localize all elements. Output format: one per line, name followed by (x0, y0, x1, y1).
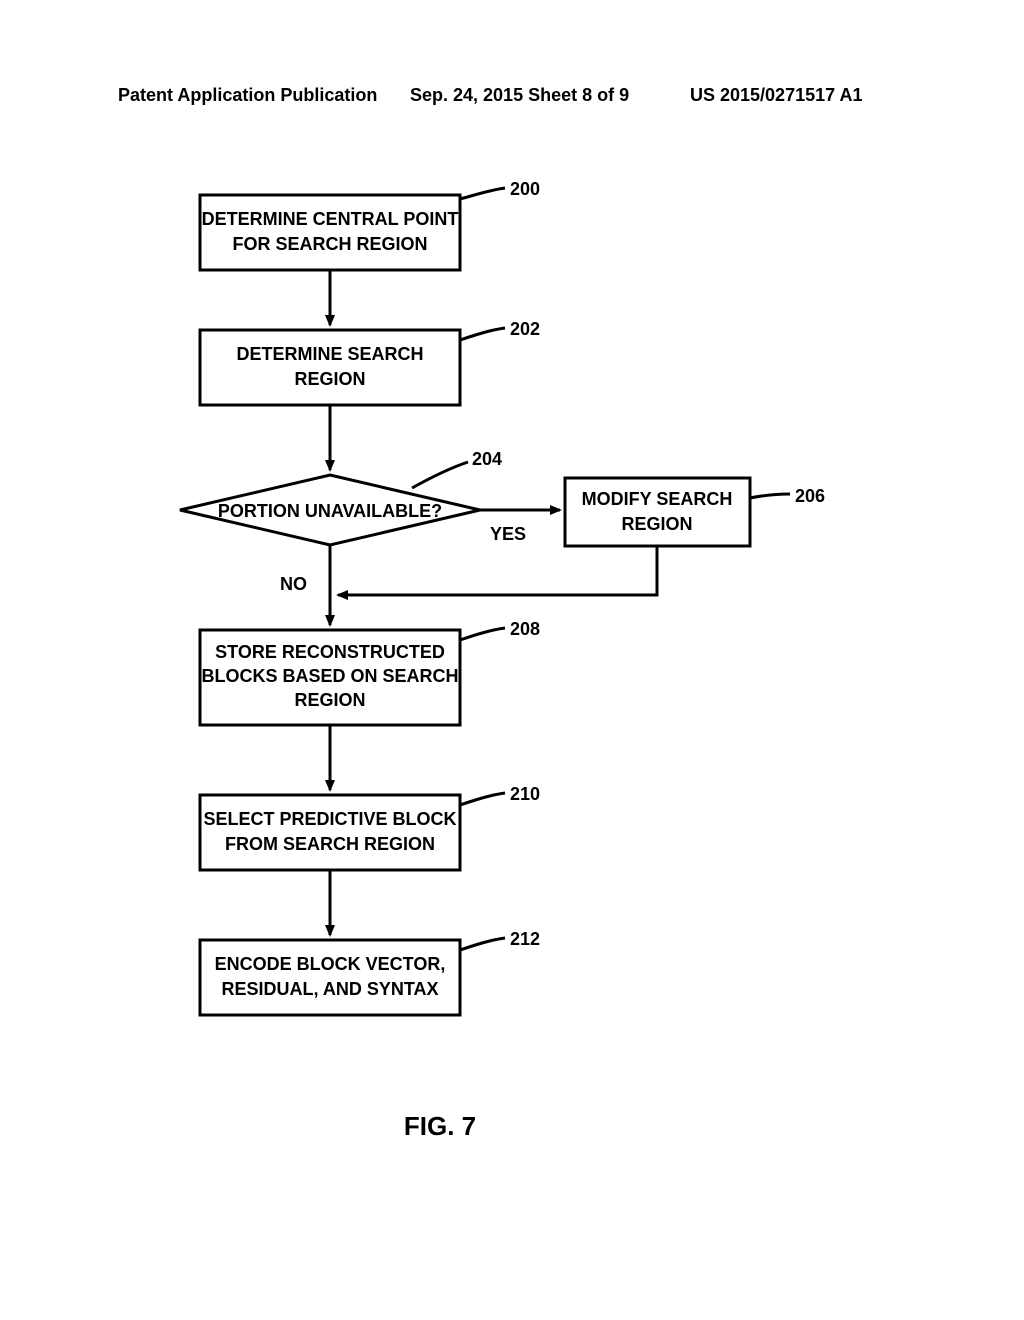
node-204: PORTION UNAVAILABLE? (180, 475, 480, 545)
ref-206-text: 206 (795, 486, 825, 506)
node-208-line1: STORE RECONSTRUCTED (215, 642, 445, 662)
node-202-line2: REGION (294, 369, 365, 389)
ref-210: 210 (460, 784, 540, 805)
node-200-line1: DETERMINE CENTRAL POINT (202, 209, 459, 229)
edge-206-merge (338, 546, 657, 595)
ref-212-text: 212 (510, 929, 540, 949)
ref-210-text: 210 (510, 784, 540, 804)
node-212: ENCODE BLOCK VECTOR, RESIDUAL, AND SYNTA… (200, 940, 460, 1015)
node-210-line1: SELECT PREDICTIVE BLOCK (203, 809, 456, 829)
node-200: DETERMINE CENTRAL POINT FOR SEARCH REGIO… (200, 195, 460, 270)
node-212-line2: RESIDUAL, AND SYNTAX (221, 979, 438, 999)
node-202-line1: DETERMINE SEARCH (236, 344, 423, 364)
node-206-line2: REGION (621, 514, 692, 534)
ref-204: 204 (412, 449, 502, 488)
node-200-line2: FOR SEARCH REGION (232, 234, 427, 254)
label-no: NO (280, 574, 307, 594)
ref-212: 212 (460, 929, 540, 950)
ref-208: 208 (460, 619, 540, 640)
node-210: SELECT PREDICTIVE BLOCK FROM SEARCH REGI… (200, 795, 460, 870)
node-204-line1: PORTION UNAVAILABLE? (218, 501, 442, 521)
flowchart: DETERMINE CENTRAL POINT FOR SEARCH REGIO… (0, 0, 1024, 1320)
ref-206: 206 (750, 486, 825, 506)
figure-label: FIG. 7 (404, 1111, 476, 1141)
node-206-line1: MODIFY SEARCH (582, 489, 733, 509)
node-212-line1: ENCODE BLOCK VECTOR, (215, 954, 446, 974)
ref-202: 202 (460, 319, 540, 340)
ref-202-text: 202 (510, 319, 540, 339)
node-202: DETERMINE SEARCH REGION (200, 330, 460, 405)
ref-200-text: 200 (510, 179, 540, 199)
ref-204-text: 204 (472, 449, 502, 469)
ref-208-text: 208 (510, 619, 540, 639)
node-210-line2: FROM SEARCH REGION (225, 834, 435, 854)
node-208: STORE RECONSTRUCTED BLOCKS BASED ON SEAR… (200, 630, 460, 725)
ref-200: 200 (460, 179, 540, 199)
node-208-line3: REGION (294, 690, 365, 710)
node-208-line2: BLOCKS BASED ON SEARCH (201, 666, 458, 686)
label-yes: YES (490, 524, 526, 544)
node-206: MODIFY SEARCH REGION (565, 478, 750, 546)
